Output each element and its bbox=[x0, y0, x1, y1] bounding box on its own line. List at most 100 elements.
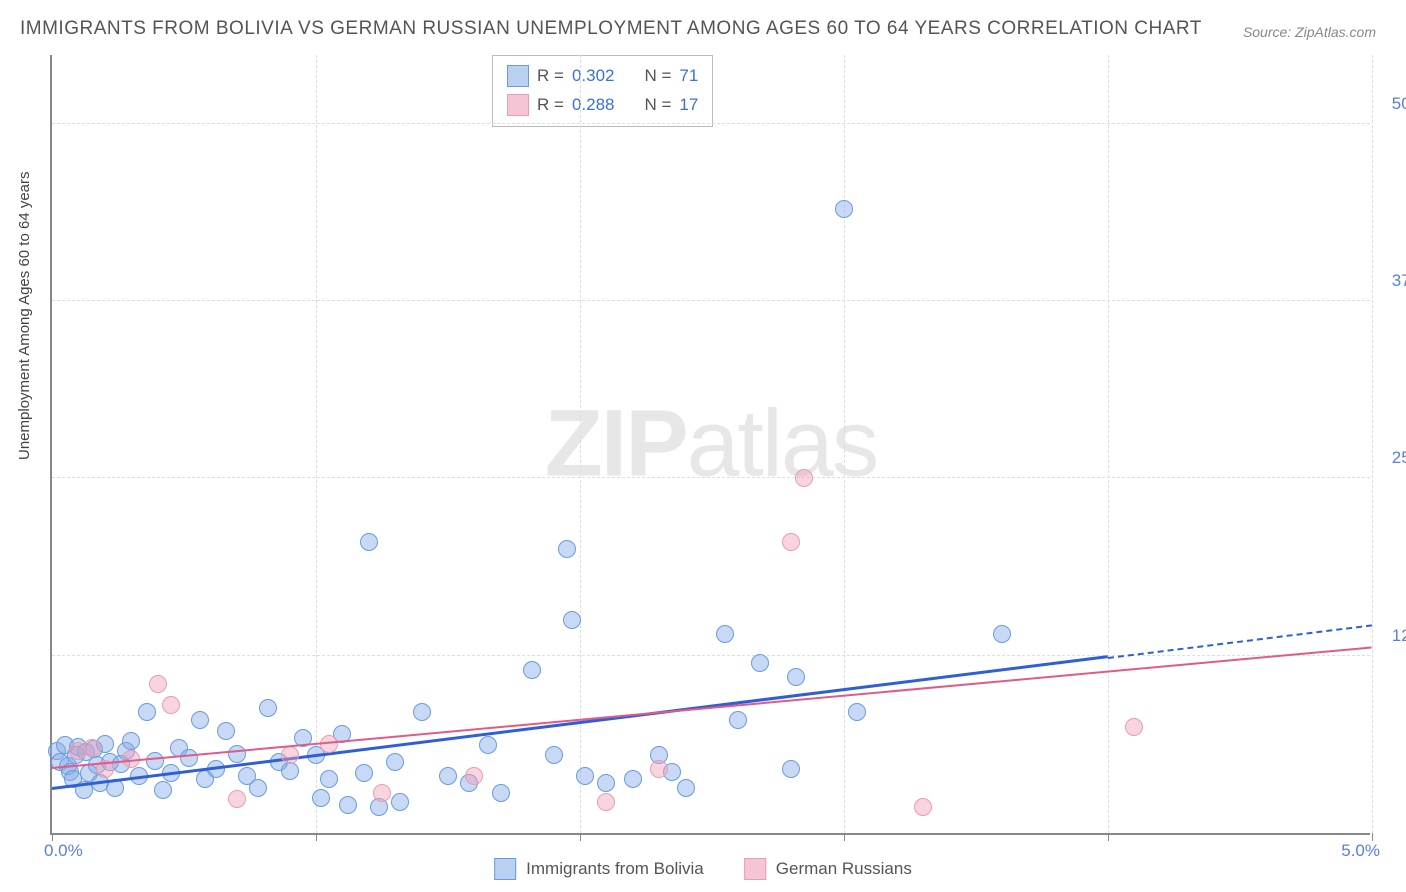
data-point bbox=[339, 796, 357, 814]
data-point bbox=[545, 746, 563, 764]
data-point bbox=[563, 611, 581, 629]
data-point bbox=[228, 790, 246, 808]
x-tick-mark bbox=[844, 833, 845, 841]
data-point bbox=[360, 533, 378, 551]
watermark-zip: ZIP bbox=[545, 391, 687, 497]
data-point bbox=[465, 767, 483, 785]
data-point bbox=[249, 779, 267, 797]
gridline-h bbox=[52, 655, 1370, 656]
legend-row: R = 0.302 N = 71 bbox=[507, 62, 698, 91]
trendline bbox=[52, 647, 1372, 770]
data-point bbox=[650, 760, 668, 778]
trendline-extension bbox=[1108, 624, 1372, 659]
x-tick-mark bbox=[316, 833, 317, 841]
data-point bbox=[355, 764, 373, 782]
gridline-v bbox=[1372, 55, 1373, 833]
data-point bbox=[149, 675, 167, 693]
scatter-plot-area: ZIPatlas R =0.302N =71R =0.288N =17 12.5… bbox=[50, 55, 1370, 835]
data-point bbox=[751, 654, 769, 672]
legend-swatch bbox=[507, 65, 529, 87]
data-point bbox=[228, 745, 246, 763]
x-tick-left: 0.0% bbox=[44, 841, 83, 861]
data-point bbox=[191, 711, 209, 729]
data-point bbox=[413, 703, 431, 721]
legend-label: German Russians bbox=[776, 859, 912, 879]
legend-swatch bbox=[494, 858, 516, 880]
x-tick-mark bbox=[1108, 833, 1109, 841]
data-point bbox=[576, 767, 594, 785]
data-point bbox=[492, 784, 510, 802]
data-point bbox=[312, 789, 330, 807]
gridline-v bbox=[1108, 55, 1109, 833]
n-label: N = bbox=[644, 62, 671, 91]
data-point bbox=[373, 784, 391, 802]
data-point bbox=[281, 746, 299, 764]
data-point bbox=[914, 798, 932, 816]
data-point bbox=[386, 753, 404, 771]
x-tick-right: 5.0% bbox=[1341, 841, 1380, 861]
legend-swatch bbox=[507, 94, 529, 116]
correlation-legend: R = 0.302 N = 71 R = 0.288 N = 17 bbox=[492, 55, 713, 127]
r-value: 0.302 bbox=[572, 62, 615, 91]
gridline-v bbox=[316, 55, 317, 833]
x-tick-mark bbox=[52, 833, 53, 841]
data-point bbox=[993, 625, 1011, 643]
data-point bbox=[782, 533, 800, 551]
data-point bbox=[716, 625, 734, 643]
n-value: 71 bbox=[679, 62, 698, 91]
data-point bbox=[597, 774, 615, 792]
gridline-h bbox=[52, 300, 1370, 301]
data-point bbox=[795, 469, 813, 487]
legend-label: Immigrants from Bolivia bbox=[526, 859, 704, 879]
gridline-v bbox=[580, 55, 581, 833]
data-point bbox=[281, 762, 299, 780]
n-value: 17 bbox=[679, 91, 698, 120]
data-point bbox=[154, 781, 172, 799]
y-tick-label: 25.0% bbox=[1380, 448, 1406, 468]
data-point bbox=[848, 703, 866, 721]
y-tick-label: 37.5% bbox=[1380, 271, 1406, 291]
data-point bbox=[677, 779, 695, 797]
r-label: R = bbox=[537, 62, 564, 91]
legend-item: German Russians bbox=[744, 858, 912, 880]
legend-item: Immigrants from Bolivia bbox=[494, 858, 704, 880]
n-label: N = bbox=[644, 91, 671, 120]
x-tick-mark bbox=[580, 833, 581, 841]
data-point bbox=[83, 739, 101, 757]
data-point bbox=[146, 752, 164, 770]
series-legend: Immigrants from Bolivia German Russians bbox=[494, 858, 912, 880]
data-point bbox=[320, 770, 338, 788]
data-point bbox=[835, 200, 853, 218]
data-point bbox=[180, 749, 198, 767]
data-point bbox=[138, 703, 156, 721]
gridline-v bbox=[844, 55, 845, 833]
legend-row: R = 0.288 N = 17 bbox=[507, 91, 698, 120]
data-point bbox=[787, 668, 805, 686]
data-point bbox=[122, 732, 140, 750]
chart-title: IMMIGRANTS FROM BOLIVIA VS GERMAN RUSSIA… bbox=[20, 18, 1202, 40]
legend-swatch bbox=[744, 858, 766, 880]
gridline-h bbox=[52, 477, 1370, 478]
data-point bbox=[729, 711, 747, 729]
watermark: ZIPatlas bbox=[545, 390, 877, 499]
data-point bbox=[624, 770, 642, 788]
y-axis-label: Unemployment Among Ages 60 to 64 years bbox=[16, 171, 33, 460]
data-point bbox=[479, 736, 497, 754]
y-tick-label: 12.5% bbox=[1380, 626, 1406, 646]
data-point bbox=[439, 767, 457, 785]
gridline-h bbox=[52, 123, 1370, 124]
data-point bbox=[558, 540, 576, 558]
watermark-atlas: atlas bbox=[687, 391, 878, 497]
data-point bbox=[597, 793, 615, 811]
data-point bbox=[162, 696, 180, 714]
data-point bbox=[1125, 718, 1143, 736]
data-point bbox=[259, 699, 277, 717]
r-label: R = bbox=[537, 91, 564, 120]
x-tick-mark bbox=[1372, 833, 1373, 841]
source-attribution: Source: ZipAtlas.com bbox=[1243, 24, 1376, 40]
r-value: 0.288 bbox=[572, 91, 615, 120]
data-point bbox=[523, 661, 541, 679]
y-tick-label: 50.0% bbox=[1380, 94, 1406, 114]
data-point bbox=[782, 760, 800, 778]
data-point bbox=[391, 793, 409, 811]
